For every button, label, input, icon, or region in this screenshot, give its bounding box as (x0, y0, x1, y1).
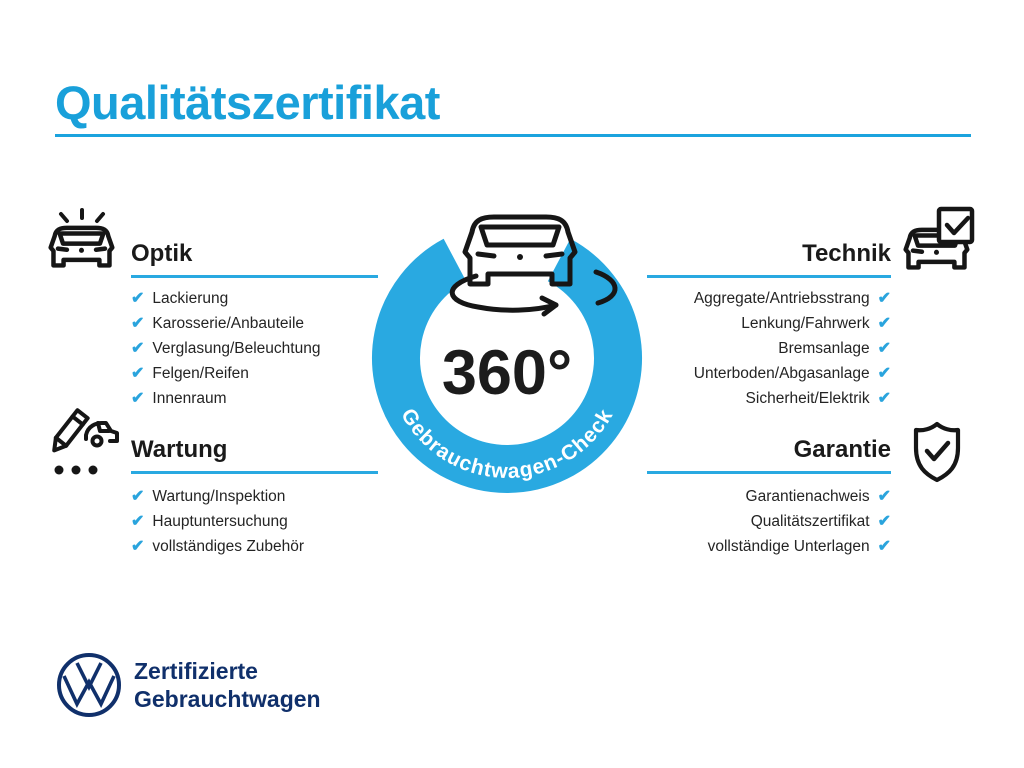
list-item: ✔ vollständiges Zubehör (131, 537, 305, 555)
check-icon: ✔ (131, 314, 145, 332)
list-item: Lenkung/Fahrwerk ✔ (741, 314, 891, 332)
list-item: Sicherheit/Elektrik ✔ (745, 389, 891, 407)
list-item: ✔ Hauptuntersuchung (131, 512, 288, 530)
list-item: Qualitätszertifikat ✔ (750, 512, 891, 530)
footer-line1: Zertifizierte (134, 658, 258, 684)
list-item: ✔ Lackierung (131, 289, 229, 307)
section-title-wartung: Wartung (131, 436, 378, 474)
badge-360-graphic: Gebrauchtwagen-Check 360° (352, 186, 672, 511)
wartung-list: ✔ Wartung/Inspektion ✔ Hauptuntersuchung… (131, 484, 431, 559)
check-icon: ✔ (131, 339, 145, 357)
list-item: Unterboden/Abgasanlage ✔ (693, 364, 891, 382)
car-checkbox-icon (902, 206, 976, 288)
check-icon: ✔ (131, 537, 145, 555)
list-item: ✔ Innenraum (131, 389, 227, 407)
check-icon: ✔ (131, 512, 145, 530)
car-360-rotation-icon (449, 214, 618, 317)
section-title-technik: Technik (647, 240, 891, 278)
check-icon: ✔ (131, 389, 145, 407)
check-icon: ✔ (877, 487, 891, 505)
list-item: ✔ Karosserie/Anbauteile (131, 314, 305, 332)
optik-list: ✔ Lackierung ✔ Karosserie/Anbauteile ✔ V… (131, 286, 431, 411)
title-divider (55, 134, 971, 137)
list-item: vollständige Unterlagen ✔ (707, 537, 891, 555)
list-item: Aggregate/Antriebsstrang ✔ (693, 289, 891, 307)
list-item: ✔ Felgen/Reifen (131, 364, 249, 382)
check-icon: ✔ (877, 314, 891, 332)
garantie-list: Garantienachweis ✔ Qualitätszertifikat ✔… (558, 484, 891, 559)
vw-logo (55, 651, 123, 719)
list-item: Bremsanlage ✔ (778, 339, 891, 357)
list-item: Garantienachweis ✔ (745, 487, 891, 505)
check-icon: ✔ (877, 537, 891, 555)
footer-line2: Gebrauchtwagen (134, 686, 321, 712)
pencil-checklist-car-icon (46, 408, 122, 480)
check-icon: ✔ (131, 289, 145, 307)
page-title: Qualitätszertifikat (55, 76, 440, 130)
technik-list: Aggregate/Antriebsstrang ✔ Lenkung/Fahrw… (558, 286, 891, 411)
check-icon: ✔ (877, 364, 891, 382)
check-icon: ✔ (131, 364, 145, 382)
check-icon: ✔ (131, 487, 145, 505)
check-icon: ✔ (877, 339, 891, 357)
shield-check-icon (910, 420, 964, 484)
check-icon: ✔ (877, 389, 891, 407)
car-shine-icon (46, 208, 118, 290)
degree-label: 360° (442, 338, 572, 408)
list-item: ✔ Wartung/Inspektion (131, 487, 286, 505)
section-title-optik: Optik (131, 240, 378, 278)
section-title-garantie: Garantie (647, 436, 891, 474)
list-item: ✔ Verglasung/Beleuchtung (131, 339, 321, 357)
ring-360 (372, 238, 642, 493)
check-icon: ✔ (877, 289, 891, 307)
check-icon: ✔ (877, 512, 891, 530)
footer-brand-text: Zertifizierte Gebrauchtwagen (134, 657, 321, 713)
